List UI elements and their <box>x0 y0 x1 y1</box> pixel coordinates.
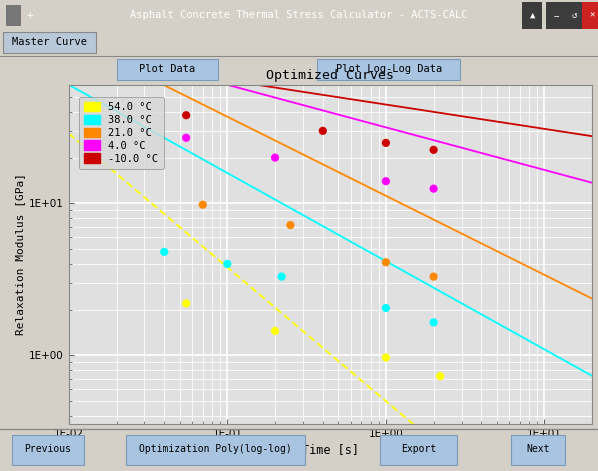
Point <box>381 304 390 312</box>
Text: Previous: Previous <box>25 444 71 454</box>
Point <box>222 260 232 268</box>
Point <box>270 154 280 162</box>
FancyBboxPatch shape <box>126 435 305 464</box>
Bar <box>546 1 566 29</box>
FancyBboxPatch shape <box>380 435 457 464</box>
Text: Plot Data: Plot Data <box>139 64 196 74</box>
Point <box>181 134 191 142</box>
Text: Asphalt Concrete Thermal Stress Calculator - ACTS-CALC: Asphalt Concrete Thermal Stress Calculat… <box>130 10 468 20</box>
Point <box>286 221 295 229</box>
Text: ▲: ▲ <box>530 11 535 20</box>
Bar <box>6 5 21 26</box>
Point <box>381 178 390 185</box>
Text: Export: Export <box>401 444 436 454</box>
Text: Plot Log-Log Data: Plot Log-Log Data <box>335 64 442 74</box>
Point <box>160 248 169 256</box>
Point <box>181 300 191 307</box>
Point <box>381 259 390 266</box>
Bar <box>582 1 598 29</box>
FancyBboxPatch shape <box>317 58 460 81</box>
Text: ↺: ↺ <box>572 11 576 20</box>
Text: Master Curve: Master Curve <box>12 37 87 47</box>
Text: +: + <box>27 10 33 20</box>
Point <box>198 201 208 209</box>
Point <box>429 185 438 193</box>
Point <box>429 146 438 154</box>
Bar <box>564 1 584 29</box>
FancyBboxPatch shape <box>12 435 84 464</box>
Point <box>277 273 286 280</box>
Bar <box>522 1 542 29</box>
Point <box>181 112 191 119</box>
Point <box>429 318 438 326</box>
FancyBboxPatch shape <box>3 32 96 53</box>
FancyBboxPatch shape <box>511 435 565 464</box>
Text: −: − <box>554 11 559 20</box>
Point <box>381 139 390 146</box>
Point <box>318 127 328 135</box>
FancyBboxPatch shape <box>117 58 218 81</box>
Text: ✕: ✕ <box>590 11 594 20</box>
Y-axis label: Relaxation Modulus [GPa]: Relaxation Modulus [GPa] <box>15 173 25 335</box>
Point <box>381 354 390 361</box>
Point <box>429 273 438 280</box>
Legend: 54.0 °C, 38.0 °C, 21.0 °C, 4.0 °C, -10.0 °C: 54.0 °C, 38.0 °C, 21.0 °C, 4.0 °C, -10.0… <box>79 97 164 169</box>
Point <box>270 327 280 335</box>
Title: Optimized Curves: Optimized Curves <box>266 69 395 82</box>
X-axis label: Time [s]: Time [s] <box>302 443 359 456</box>
Point <box>435 373 445 380</box>
Text: Optimization Poly(log-log): Optimization Poly(log-log) <box>139 444 292 454</box>
Text: Next: Next <box>526 444 550 454</box>
